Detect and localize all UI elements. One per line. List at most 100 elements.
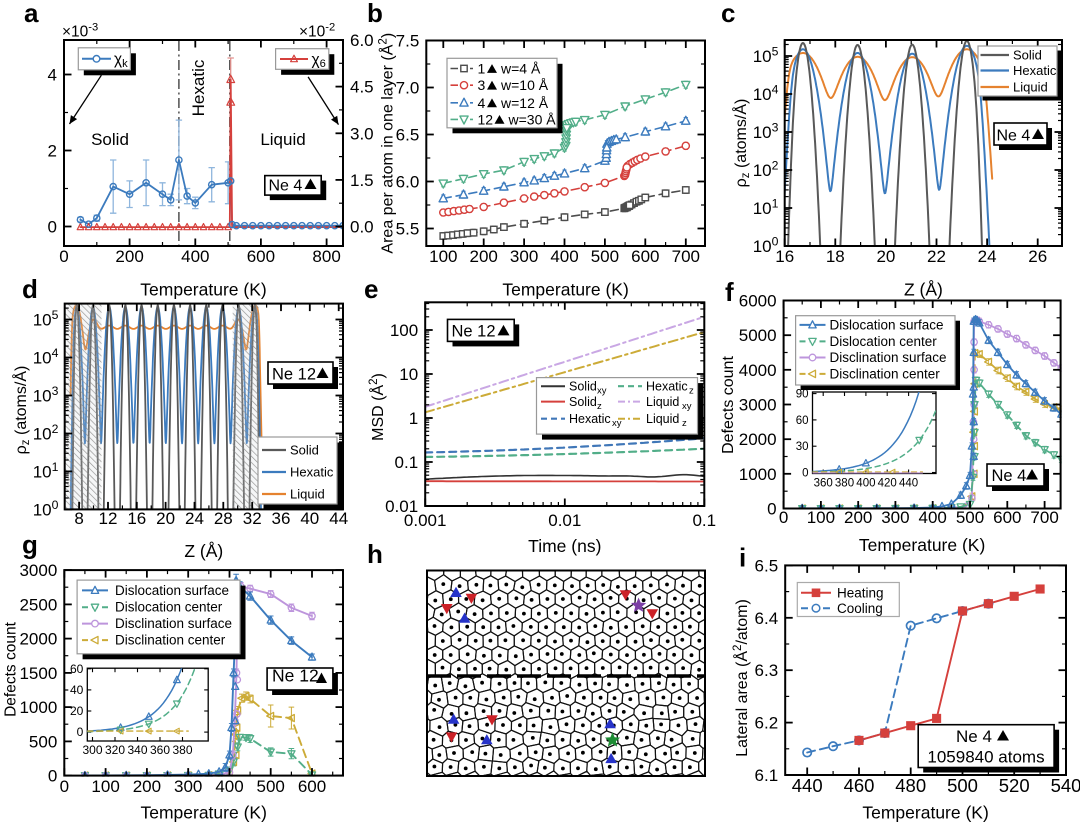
svg-text:44: 44 bbox=[329, 509, 348, 528]
svg-text:103​: 103​ bbox=[33, 384, 59, 405]
svg-text:300: 300 bbox=[881, 508, 909, 527]
svg-text:Time (ns): Time (ns) bbox=[528, 536, 601, 556]
svg-text:Heating: Heating bbox=[837, 586, 884, 601]
svg-text:24: 24 bbox=[978, 247, 997, 266]
svg-text:0.0: 0.0 bbox=[350, 218, 374, 237]
svg-text:w=10 Å: w=10 Å bbox=[500, 77, 549, 93]
svg-text:600: 600 bbox=[247, 247, 275, 266]
svg-text:20: 20 bbox=[70, 704, 84, 718]
svg-text:6.5: 6.5 bbox=[755, 556, 779, 575]
svg-text:Ne 12: Ne 12 bbox=[452, 323, 496, 341]
svg-text:0.1: 0.1 bbox=[692, 511, 716, 530]
svg-text:480: 480 bbox=[895, 775, 926, 796]
svg-text:Liquid: Liquid bbox=[260, 130, 305, 149]
svg-text:12: 12 bbox=[99, 509, 118, 528]
svg-text:Dislocation surface: Dislocation surface bbox=[830, 317, 944, 332]
svg-text:600: 600 bbox=[631, 247, 659, 266]
svg-text:440: 440 bbox=[899, 478, 918, 490]
svg-text:104​: 104​ bbox=[753, 83, 779, 104]
svg-text:100: 100 bbox=[91, 777, 119, 796]
svg-text:0.1: 0.1 bbox=[395, 453, 419, 472]
svg-text:c: c bbox=[721, 0, 735, 28]
svg-text:1: 1 bbox=[409, 409, 418, 428]
svg-text:3000: 3000 bbox=[739, 396, 777, 415]
svg-text:28: 28 bbox=[214, 509, 233, 528]
svg-text:Z (Å): Z (Å) bbox=[184, 541, 223, 561]
svg-text:Liquid: Liquid bbox=[1013, 80, 1048, 95]
svg-text:60: 60 bbox=[796, 415, 809, 427]
svg-text:4.5: 4.5 bbox=[350, 78, 374, 97]
svg-text:w=12 Å: w=12 Å bbox=[500, 95, 549, 111]
svg-text:e: e bbox=[364, 274, 378, 304]
svg-text:200: 200 bbox=[470, 247, 498, 266]
svg-text:0: 0 bbox=[802, 468, 808, 480]
svg-text:Temperature (K): Temperature (K) bbox=[502, 280, 628, 300]
svg-text:3000: 3000 bbox=[19, 561, 57, 580]
svg-text:Dislocation center: Dislocation center bbox=[115, 600, 223, 615]
svg-text:xy: xy bbox=[612, 418, 622, 429]
svg-text:6.0: 6.0 bbox=[396, 173, 420, 192]
svg-text:Defects count: Defects count bbox=[720, 356, 737, 454]
svg-text:500: 500 bbox=[29, 732, 57, 751]
svg-text:2000: 2000 bbox=[19, 630, 57, 649]
svg-text:Disclination center: Disclination center bbox=[115, 633, 226, 648]
svg-text:4: 4 bbox=[48, 66, 57, 85]
svg-text:Ne 4: Ne 4 bbox=[997, 127, 1031, 144]
svg-text:Cooling: Cooling bbox=[837, 601, 883, 616]
svg-text:Disclination surface: Disclination surface bbox=[115, 616, 232, 631]
svg-text:22: 22 bbox=[927, 247, 946, 266]
svg-text:26: 26 bbox=[1028, 247, 1047, 266]
svg-text:340: 340 bbox=[127, 743, 147, 757]
svg-text:100: 100 bbox=[807, 508, 835, 527]
svg-text:Hexatic: Hexatic bbox=[569, 412, 611, 426]
svg-text:6.5: 6.5 bbox=[396, 126, 420, 145]
svg-text:h: h bbox=[367, 539, 383, 569]
svg-text:5.5: 5.5 bbox=[396, 220, 420, 239]
svg-text:200: 200 bbox=[115, 247, 143, 266]
svg-text:300: 300 bbox=[510, 247, 538, 266]
svg-text:Solid: Solid bbox=[569, 395, 597, 409]
svg-text:Ne 12: Ne 12 bbox=[272, 365, 316, 383]
svg-text:i: i bbox=[739, 543, 746, 573]
svg-text:ρz​ (atoms/Å): ρz​ (atoms/Å) bbox=[731, 99, 752, 188]
svg-text:400: 400 bbox=[919, 508, 947, 527]
svg-text:Solid: Solid bbox=[290, 443, 319, 458]
svg-text:105​: 105​ bbox=[753, 45, 779, 66]
svg-text:500: 500 bbox=[956, 508, 984, 527]
svg-text:360: 360 bbox=[814, 478, 833, 490]
svg-text:6.4: 6.4 bbox=[755, 609, 779, 628]
svg-text:Ne 4: Ne 4 bbox=[956, 727, 992, 746]
svg-text:540: 540 bbox=[1051, 775, 1080, 796]
svg-text:600: 600 bbox=[298, 777, 326, 796]
svg-text:460: 460 bbox=[844, 775, 875, 796]
svg-text:Solid: Solid bbox=[569, 380, 597, 394]
svg-text:500: 500 bbox=[257, 777, 285, 796]
svg-text:3: 3 bbox=[478, 77, 486, 93]
svg-text:Temperature (K): Temperature (K) bbox=[859, 535, 985, 555]
svg-text:200: 200 bbox=[844, 508, 872, 527]
svg-text:6.2: 6.2 bbox=[755, 714, 779, 733]
svg-text:w=30 Å: w=30 Å bbox=[508, 111, 557, 127]
svg-text:Solid: Solid bbox=[91, 130, 129, 149]
svg-text:Disclination center: Disclination center bbox=[830, 366, 941, 381]
svg-text:z: z bbox=[597, 401, 602, 412]
svg-text:100​: 100​ bbox=[753, 235, 779, 256]
svg-text:0: 0 bbox=[60, 777, 69, 796]
svg-text:g: g bbox=[22, 530, 38, 560]
svg-text:104​: 104​ bbox=[33, 346, 59, 367]
svg-text:105​: 105​ bbox=[33, 308, 59, 329]
svg-text:0: 0 bbox=[767, 500, 776, 519]
svg-text:400: 400 bbox=[550, 247, 578, 266]
svg-text:Z (Å): Z (Å) bbox=[904, 280, 943, 300]
svg-text:×10-3​: ×10-3​ bbox=[62, 22, 98, 41]
svg-text:Ne 4: Ne 4 bbox=[269, 177, 303, 194]
svg-text:0.001: 0.001 bbox=[404, 511, 447, 530]
svg-text:6.0: 6.0 bbox=[350, 31, 374, 50]
svg-text:400: 400 bbox=[181, 247, 209, 266]
svg-text:Hexatic: Hexatic bbox=[646, 380, 688, 394]
svg-text:Temperature (K): Temperature (K) bbox=[140, 803, 266, 823]
svg-text:24: 24 bbox=[185, 509, 204, 528]
svg-text:100: 100 bbox=[429, 247, 457, 266]
svg-text:12: 12 bbox=[478, 111, 494, 127]
svg-text:χ6​: χ6​ bbox=[312, 51, 326, 70]
